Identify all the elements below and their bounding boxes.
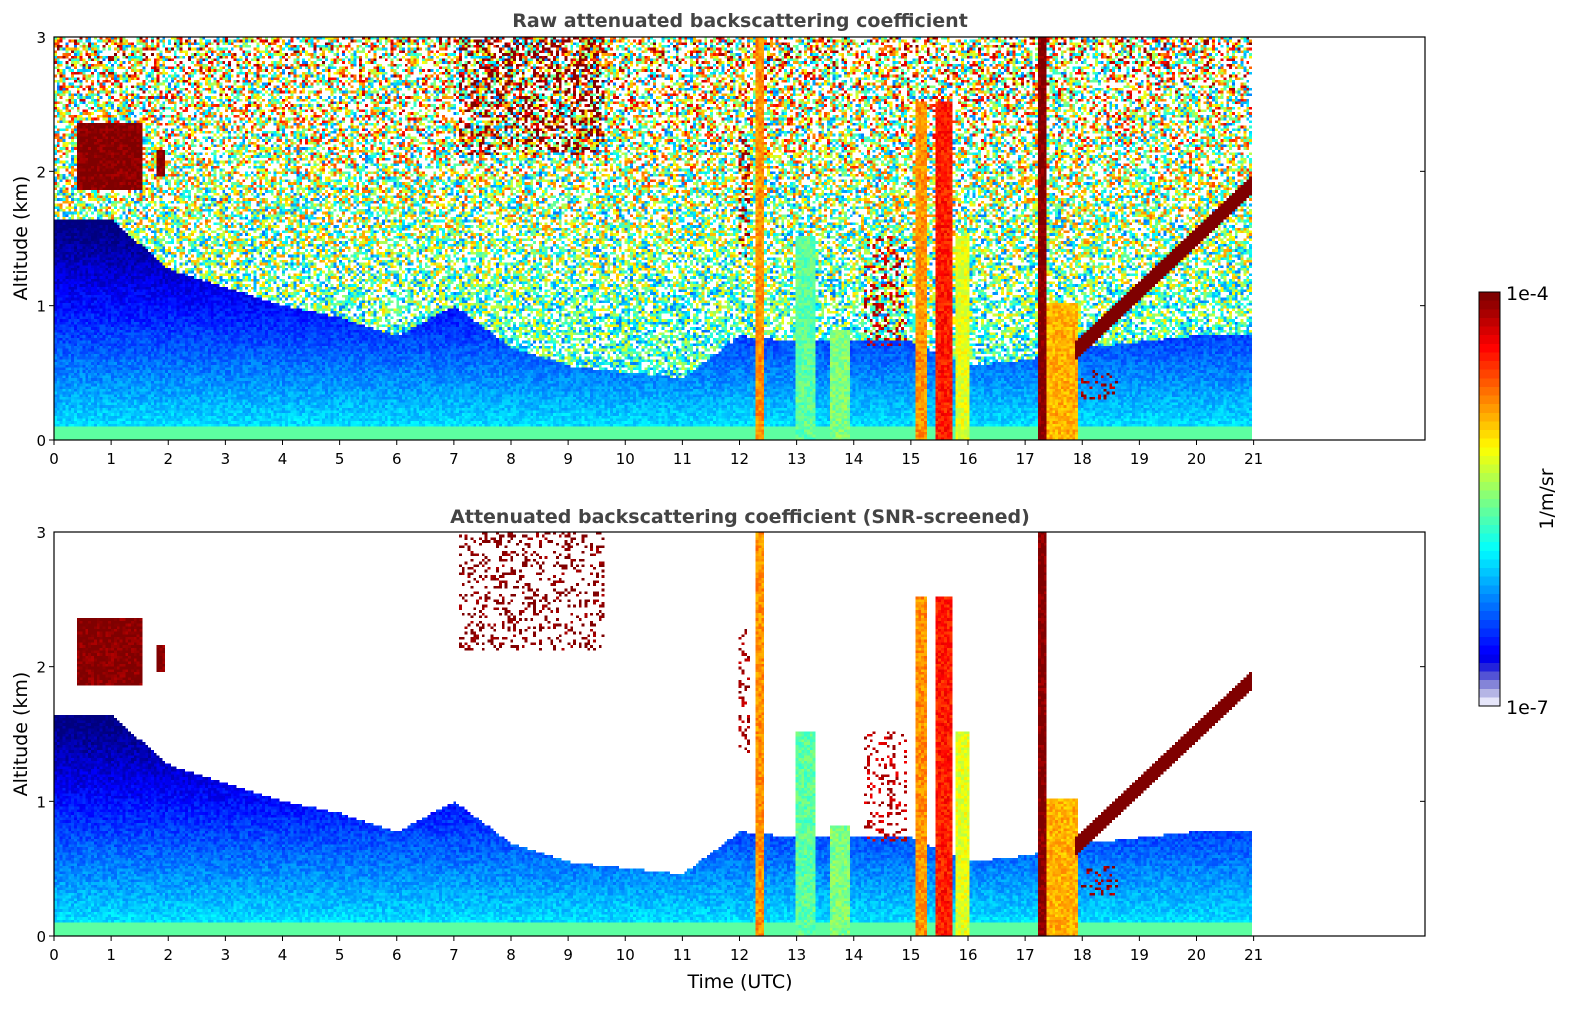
x-tick-label: 0	[49, 450, 59, 468]
x-tick-label: 15	[901, 450, 920, 468]
x-tick-label: 1	[106, 450, 116, 468]
axes-frame	[53, 531, 1426, 937]
x-tick-label: 5	[335, 450, 345, 468]
x-tick-label: 3	[221, 946, 231, 964]
x-tick-label: 2	[163, 450, 173, 468]
x-tick-label: 14	[844, 450, 863, 468]
x-tick-label: 10	[616, 946, 635, 964]
x-tick-label: 1	[106, 946, 116, 964]
x-tick-label: 0	[49, 946, 59, 964]
y-tick-label: 3	[36, 524, 46, 542]
title-screened: Attenuated backscattering coefficient (S…	[450, 506, 1030, 528]
colorbar-max-label: 1e-4	[1506, 283, 1549, 305]
x-tick-label: 11	[673, 946, 692, 964]
heatmap-raw	[54, 37, 1252, 440]
x-tick-label: 8	[506, 450, 516, 468]
x-tick-label: 12	[730, 450, 749, 468]
x-tick-label: 16	[958, 946, 977, 964]
x-tick-label: 7	[449, 946, 459, 964]
colorbar-frame	[1478, 291, 1501, 707]
y-tick-label: 1	[36, 793, 46, 811]
ylabel-screened: Altitude (km)	[10, 672, 32, 797]
axes-frame	[53, 36, 1426, 441]
colorbar	[1479, 292, 1500, 706]
x-tick-label: 18	[1073, 946, 1092, 964]
x-tick-label: 17	[1016, 946, 1035, 964]
x-tick-label: 20	[1187, 946, 1206, 964]
x-tick-label: 5	[335, 946, 345, 964]
x-tick-label: 14	[844, 946, 863, 964]
x-tick-label: 6	[392, 450, 402, 468]
y-tick-label: 0	[36, 928, 46, 946]
x-tick-label: 4	[278, 946, 288, 964]
x-tick-label: 11	[673, 450, 692, 468]
xlabel: Time (UTC)	[686, 971, 792, 993]
x-tick-label: 21	[1244, 450, 1263, 468]
x-tick-label: 13	[787, 450, 806, 468]
x-tick-label: 18	[1073, 450, 1092, 468]
colorbar-min-label: 1e-7	[1506, 697, 1549, 719]
x-tick-label: 8	[506, 946, 516, 964]
x-tick-label: 16	[958, 450, 977, 468]
ylabel-raw: Altitude (km)	[10, 176, 32, 301]
x-tick-label: 2	[163, 946, 173, 964]
y-tick-label: 1	[36, 298, 46, 316]
x-tick-label: 9	[563, 450, 573, 468]
x-tick-label: 4	[278, 450, 288, 468]
x-tick-label: 13	[787, 946, 806, 964]
x-tick-label: 20	[1187, 450, 1206, 468]
x-tick-label: 15	[901, 946, 920, 964]
x-tick-label: 6	[392, 946, 402, 964]
colorbar-label: 1/m/sr	[1536, 468, 1558, 529]
x-tick-label: 17	[1016, 450, 1035, 468]
y-tick-label: 3	[36, 29, 46, 47]
x-tick-label: 7	[449, 450, 459, 468]
x-tick-label: 10	[616, 450, 635, 468]
x-tick-label: 3	[221, 450, 231, 468]
y-tick-label: 2	[36, 659, 46, 677]
x-tick-label: 19	[1130, 450, 1149, 468]
x-tick-label: 19	[1130, 946, 1149, 964]
y-tick-label: 0	[36, 432, 46, 450]
heatmap-screened	[54, 532, 1252, 936]
title-raw: Raw attenuated backscattering coefficien…	[512, 10, 968, 32]
x-tick-label: 12	[730, 946, 749, 964]
x-tick-label: 21	[1244, 946, 1263, 964]
y-tick-label: 2	[36, 163, 46, 181]
x-tick-label: 9	[563, 946, 573, 964]
